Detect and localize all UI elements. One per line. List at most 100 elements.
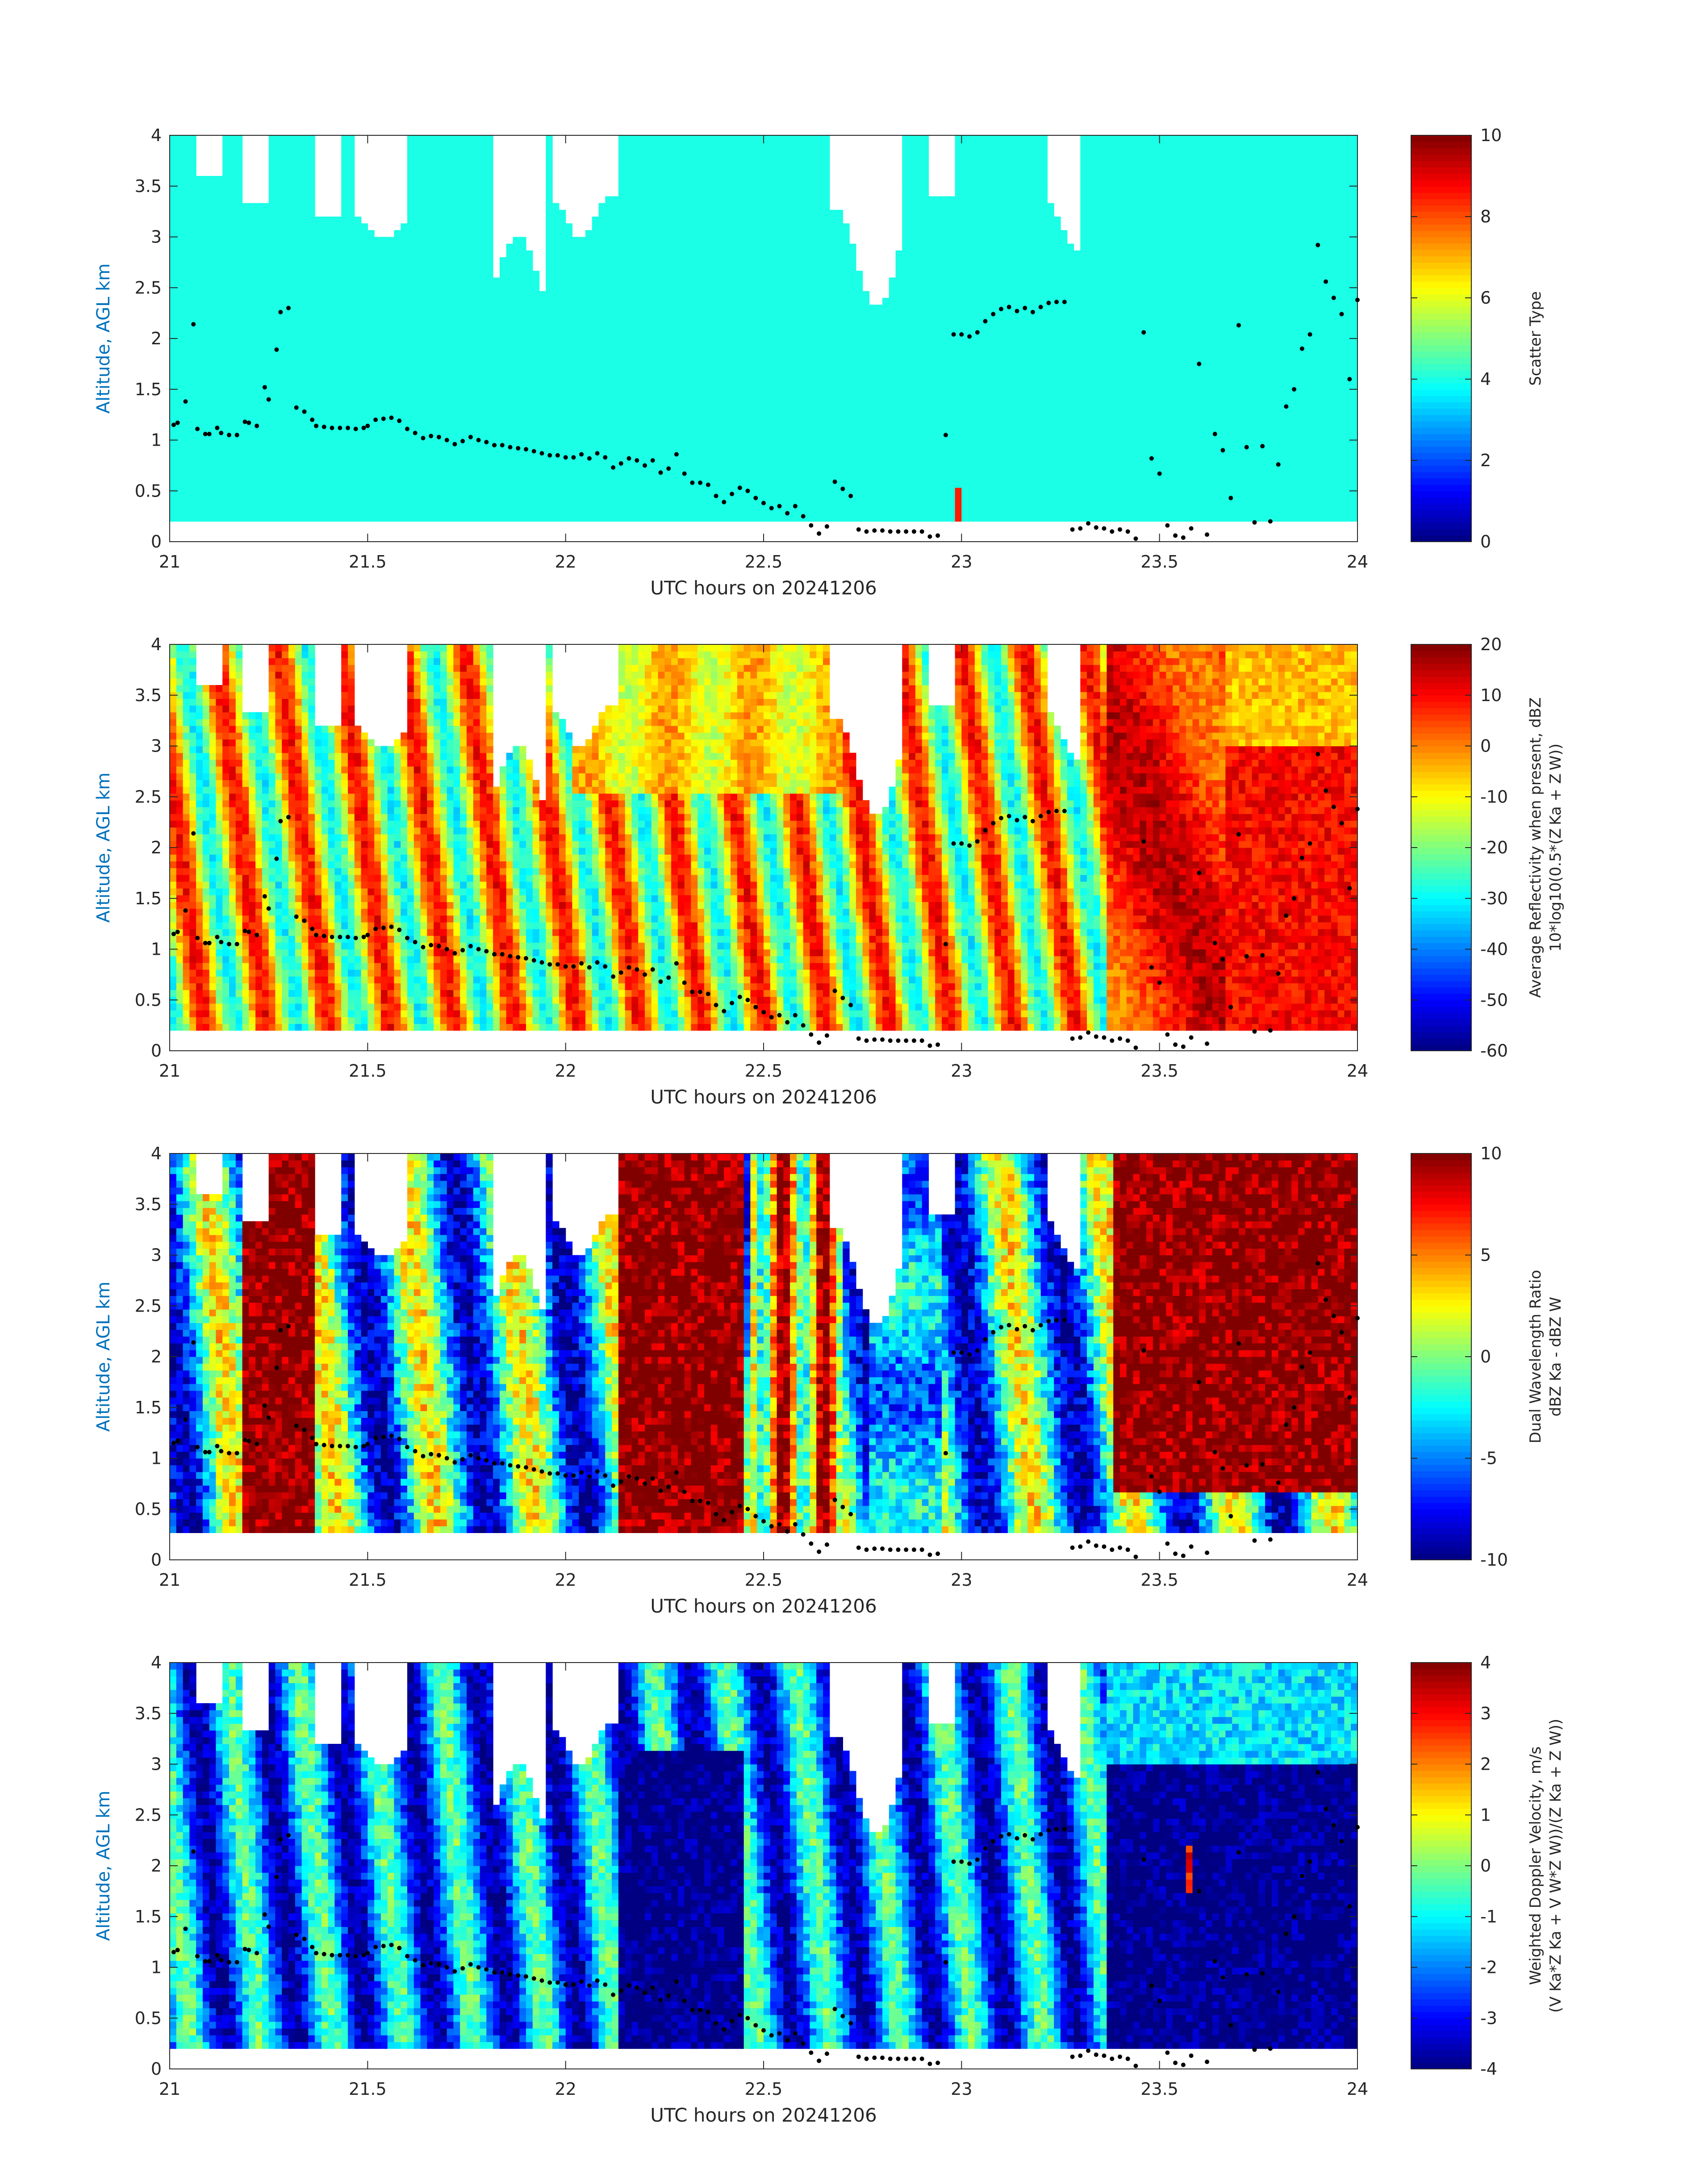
cloud-base-point — [500, 952, 505, 957]
colorbar-tick-label: -20 — [1480, 838, 1508, 857]
cloud-base-point — [1173, 2060, 1178, 2065]
cloud-base-point — [274, 347, 279, 352]
cloud-base-point — [171, 1441, 176, 1445]
cloud-base-point — [381, 1944, 386, 1948]
cloud-base-point — [1094, 1543, 1098, 1548]
cloud-base-point — [619, 461, 623, 466]
cloud-base-point — [1189, 1035, 1194, 1040]
x-tick-label: 23 — [951, 1570, 972, 1590]
x-tick-label: 23.5 — [1140, 1570, 1178, 1590]
cloud-base-point — [555, 1471, 560, 1476]
cloud-base-point — [1213, 1450, 1217, 1454]
cloud-base-point — [952, 1859, 956, 1864]
heatmap-cells — [170, 644, 1358, 1031]
cloud-base-point — [437, 1453, 441, 1458]
cloud-base-point — [666, 975, 671, 980]
cloud-base-point — [555, 1981, 560, 1985]
x-tick-label: 21.5 — [349, 552, 387, 572]
cloud-base-point — [651, 1476, 655, 1481]
cloud-base-point — [1197, 362, 1201, 366]
cloud-base-point — [274, 857, 279, 861]
cloud-base-point — [983, 828, 988, 832]
cloud-base-point — [690, 990, 694, 994]
cloud-base-point — [777, 1013, 782, 1017]
colorbar-tick-label: -2 — [1480, 1958, 1497, 1977]
cloud-base-point — [920, 529, 924, 534]
cloud-base-point — [730, 492, 734, 496]
cloud-base-point — [227, 1960, 231, 1964]
colorbar-label: Weighted Doppler Velocity, m/s — [1527, 1747, 1545, 1985]
cloud-base-point — [1086, 1030, 1090, 1035]
cloud-base-point — [761, 1010, 766, 1015]
cloud-base-point — [1078, 1544, 1082, 1549]
colorbar-tick-label: 5 — [1480, 1245, 1491, 1265]
cloud-base-point — [286, 1833, 291, 1838]
cloud-base-point — [484, 949, 489, 953]
colorbar-tick-label: 3 — [1480, 1704, 1491, 1723]
cloud-base-point — [753, 496, 758, 500]
cloud-base-point — [1205, 1041, 1209, 1046]
cloud-base-point — [508, 1463, 513, 1467]
cloud-base-point — [405, 1445, 409, 1450]
cloud-base-point — [730, 1001, 734, 1005]
cloud-base-point — [540, 1978, 544, 1983]
cloud-base-point — [1221, 448, 1225, 452]
cloud-base-point — [314, 424, 318, 428]
cloud-base-point — [203, 941, 208, 945]
cloud-base-point — [904, 2056, 908, 2061]
cloud-base-point — [365, 933, 370, 937]
cloud-base-point — [769, 2033, 774, 2038]
cloud-base-point — [191, 1340, 196, 1345]
cloud-base-point — [777, 1522, 782, 1526]
cloud-base-point — [302, 1428, 307, 1432]
cloud-base-point — [255, 424, 259, 428]
cloud-base-point — [706, 483, 710, 487]
cloud-base-point — [896, 1547, 901, 1552]
cloud-base-point — [785, 2038, 789, 2043]
x-axis-label: UTC hours on 20241206 — [650, 1086, 877, 1108]
cloud-base-point — [1070, 1036, 1075, 1041]
cloud-base-point — [263, 1403, 267, 1408]
cloud-base-point — [1110, 529, 1114, 534]
cloud-base-point — [674, 452, 679, 456]
cloud-base-point — [571, 1473, 576, 1478]
cloud-base-point — [1332, 805, 1336, 809]
cloud-base-point — [524, 447, 528, 451]
cloud-base-point — [175, 1948, 180, 1952]
cloud-base-point — [1347, 377, 1352, 381]
cloud-base-point — [508, 954, 513, 958]
cloud-base-point — [840, 2014, 845, 2018]
cloud-base-point — [1332, 1314, 1336, 1318]
cloud-base-point — [195, 936, 200, 940]
cloud-base-point — [1189, 1544, 1194, 1549]
cloud-base-point — [1260, 953, 1265, 957]
cloud-base-point — [1007, 305, 1011, 309]
colorbar-tick-label: 10 — [1480, 1144, 1502, 1163]
colorbar-label-formula: (V Ka*Z Ka + V W*Z W))/(Z Ka + Z W)) — [1547, 1719, 1565, 2013]
cloud-base-point — [579, 1979, 584, 1984]
cloud-base-point — [746, 1507, 750, 1511]
cloud-base-point — [1118, 527, 1122, 532]
cloud-base-point — [627, 1983, 631, 1988]
cloud-base-point — [1062, 1318, 1067, 1322]
cloud-base-point — [698, 481, 702, 485]
cloud-base-point — [322, 934, 326, 938]
cloud-base-point — [294, 1424, 299, 1428]
cloud-base-point — [1134, 1554, 1138, 1559]
cloud-base-point — [825, 2052, 829, 2056]
cloud-base-point — [492, 1461, 497, 1466]
cloud-base-point — [571, 455, 576, 460]
cloud-base-point — [975, 330, 980, 334]
cloud-base-point — [421, 1454, 426, 1458]
cloud-base-point — [362, 426, 366, 430]
cloud-base-point — [967, 1861, 972, 1866]
cloud-base-point — [1141, 1857, 1146, 1862]
cloud-base-point — [1031, 819, 1035, 823]
cloud-base-point — [397, 1437, 401, 1441]
colorbar-tick-label: 0 — [1480, 532, 1491, 552]
cloud-base-point — [508, 445, 513, 449]
colorbar-tick-label: 2 — [1480, 451, 1491, 470]
cloud-base-point — [1110, 2056, 1114, 2061]
y-tick-label: 1.5 — [135, 1398, 162, 1417]
cloud-base-point — [365, 424, 370, 428]
